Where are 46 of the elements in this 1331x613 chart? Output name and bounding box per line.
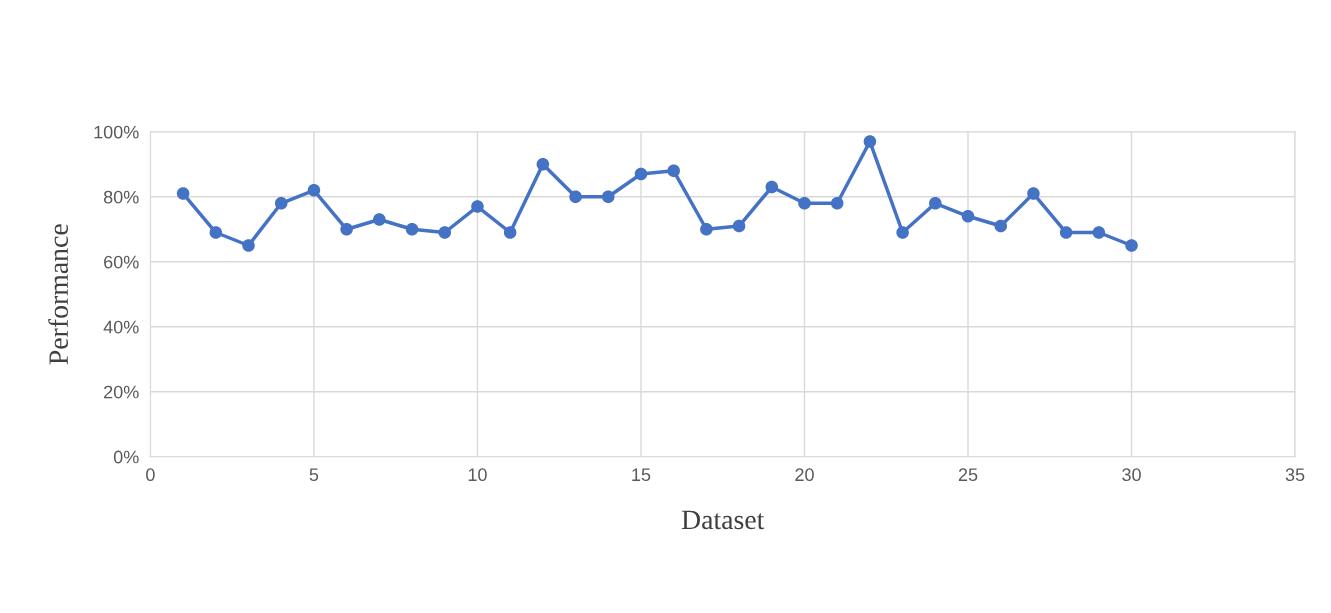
x-tick-label: 35 (1285, 468, 1305, 482)
point (340, 223, 353, 236)
y-tick-label: 60% (104, 255, 139, 269)
x-tick-label: 10 (468, 468, 487, 482)
y-tick-label: 0% (113, 450, 139, 464)
y-axis-title: Performance (48, 224, 69, 365)
point (242, 239, 255, 252)
point (765, 180, 779, 194)
point (569, 190, 582, 204)
point (732, 219, 746, 233)
point (405, 223, 419, 236)
y-tick-label: 40% (103, 320, 139, 334)
y-tick-label: 20% (104, 385, 139, 399)
y-tick-label: 80% (103, 190, 139, 204)
point (1125, 239, 1138, 252)
point (209, 226, 223, 239)
x-tick-label: 15 (632, 468, 651, 482)
point (438, 226, 451, 239)
point (896, 226, 909, 239)
point (1092, 226, 1106, 239)
point (667, 164, 680, 178)
point (863, 135, 877, 148)
x-tick-label: 20 (795, 468, 814, 482)
point (1059, 226, 1073, 239)
point (307, 184, 321, 197)
point (373, 213, 386, 226)
point (961, 210, 975, 223)
point (274, 197, 288, 210)
point (634, 167, 648, 181)
point (503, 226, 517, 239)
x-tick-label: 30 (1122, 468, 1141, 482)
point (830, 197, 844, 210)
point (471, 200, 484, 213)
x-tick-label: 0 (146, 468, 155, 482)
x-axis-title: Dataset (681, 510, 765, 530)
x-tick-label: 25 (958, 468, 978, 482)
point (536, 158, 550, 171)
y-tick-label: 100% (94, 125, 139, 139)
x-tick-label: 5 (309, 468, 319, 482)
point (798, 197, 811, 210)
point (602, 190, 615, 204)
point (1027, 187, 1040, 200)
point (700, 223, 713, 236)
point (929, 197, 942, 210)
point (994, 219, 1007, 233)
point (176, 187, 190, 200)
